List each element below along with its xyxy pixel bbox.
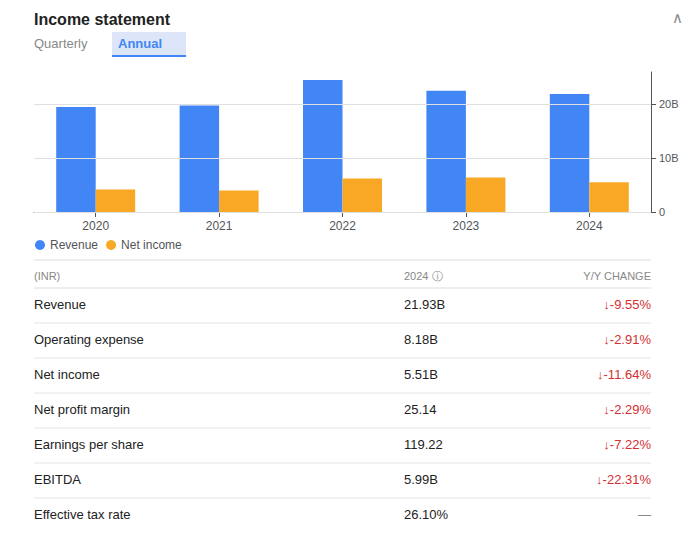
- svg-text:2024 ⓘ: 2024 ⓘ: [404, 270, 443, 282]
- svg-text:↓-7.22%: ↓-7.22%: [603, 437, 651, 452]
- svg-text:Revenue: Revenue: [50, 238, 98, 252]
- svg-text:↓-2.29%: ↓-2.29%: [603, 402, 651, 417]
- svg-text:2021: 2021: [206, 219, 233, 233]
- svg-text:Revenue: Revenue: [34, 297, 86, 312]
- svg-text:21.93B: 21.93B: [404, 297, 445, 312]
- svg-text:Earnings per share: Earnings per share: [34, 437, 144, 452]
- svg-text:Effective tax rate: Effective tax rate: [34, 507, 131, 522]
- svg-text:2024: 2024: [576, 219, 603, 233]
- svg-text:20B: 20B: [659, 98, 679, 110]
- svg-text:Net income: Net income: [34, 367, 100, 382]
- svg-text:5.99B: 5.99B: [404, 472, 438, 487]
- svg-text:(INR): (INR): [34, 270, 60, 282]
- svg-text:0: 0: [659, 206, 665, 218]
- svg-text:10B: 10B: [659, 152, 679, 164]
- svg-text:∧: ∧: [672, 9, 683, 26]
- svg-text:↓-2.91%: ↓-2.91%: [603, 332, 651, 347]
- svg-text:↓-9.55%: ↓-9.55%: [603, 297, 651, 312]
- svg-text:25.14: 25.14: [404, 402, 437, 417]
- svg-text:↓-11.64%: ↓-11.64%: [597, 367, 651, 382]
- svg-text:Income statement: Income statement: [34, 11, 171, 28]
- svg-text:Quarterly: Quarterly: [34, 36, 88, 51]
- svg-text:2023: 2023: [453, 219, 480, 233]
- svg-text:Annual: Annual: [118, 36, 162, 51]
- svg-text:8.18B: 8.18B: [404, 332, 438, 347]
- svg-text:2020: 2020: [82, 219, 109, 233]
- svg-text:EBITDA: EBITDA: [34, 472, 81, 487]
- svg-text:—: —: [638, 507, 651, 522]
- svg-text:Operating expense: Operating expense: [34, 332, 144, 347]
- svg-text:Y/Y CHANGE: Y/Y CHANGE: [583, 270, 651, 282]
- svg-text:26.10%: 26.10%: [404, 507, 449, 522]
- svg-text:2022: 2022: [329, 219, 356, 233]
- svg-text:Net profit margin: Net profit margin: [34, 402, 130, 417]
- svg-text:5.51B: 5.51B: [404, 367, 438, 382]
- svg-text:Net income: Net income: [121, 238, 182, 252]
- svg-text:119.22: 119.22: [404, 437, 443, 452]
- svg-text:↓-22.31%: ↓-22.31%: [596, 472, 651, 487]
